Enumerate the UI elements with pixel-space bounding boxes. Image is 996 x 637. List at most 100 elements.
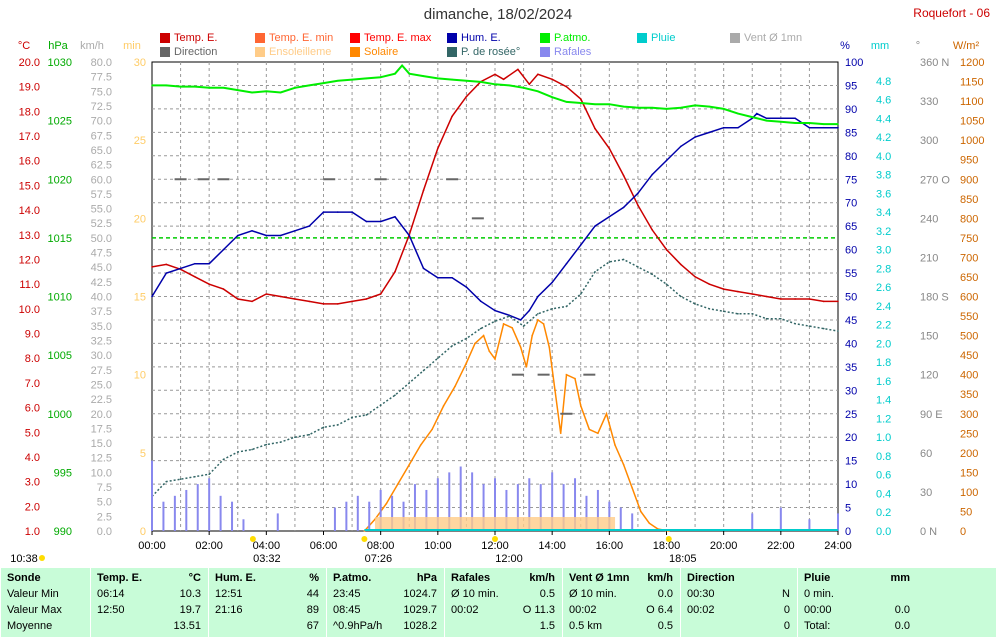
series-point [351,300,353,303]
axis-tick-inner_left: 20 [134,213,146,225]
axis-tick-pressure: 990 [54,526,72,538]
chart-svg: 20.0 19.0 18.0 17.0 16.0 15.0 14.0 13.0 12.0 11.0… [10,40,984,565]
stats-cell-value: 0.0 [657,588,673,600]
series-point [525,366,528,368]
axis-tick-hum: 80 [845,151,857,163]
x-tick-label: 24:00 [824,540,852,552]
axis-tick-solar: 300 [960,409,978,421]
axis-tick-wind: 42.5 [91,277,112,289]
legend-item: Direction [160,46,217,58]
series-point [551,78,553,81]
stats-cell-value: 0 [783,620,790,632]
series-point [394,72,396,75]
series-point [394,215,396,218]
series-point [537,295,539,298]
sun-event-label: 18:05 [669,553,697,565]
series-point [265,90,268,93]
legend-swatch [160,47,170,57]
series-point [351,416,353,419]
series-point [574,377,576,380]
series-point [265,443,268,446]
series-point [722,108,725,110]
stats-cell-label: 00:30 [687,588,715,600]
series-point [537,312,539,315]
legend-item: P.atmo. [540,32,591,44]
series-point [708,283,711,285]
axis-tick-solar: 950 [960,155,978,167]
sun-event-label: 12:00 [495,553,523,565]
series-point [651,229,654,231]
series-point [694,275,696,278]
axis-tick-solar: 150 [960,467,978,479]
axis-tick-wind: 40.0 [91,292,112,304]
series-point [494,320,496,322]
axis-tick-solar: 550 [960,311,978,323]
axis-tick-temp: 1.0 [25,526,40,538]
stats-row: 00:02 O 6.4 [563,602,681,619]
axis-tick-rain: 4.6 [876,95,891,107]
sun-event-label: 07:26 [365,553,393,565]
series-point [442,405,445,407]
axis-tick-solar: 1200 [960,57,984,69]
axis-tick-hum: 50 [845,292,857,304]
stats-cell-label: Sonde [7,572,41,584]
series-point [465,79,468,82]
series-point [608,103,611,106]
legend-swatch [350,47,360,57]
series-point [465,337,468,340]
axis-tick-wind: 52.5 [91,218,112,230]
series-point [422,369,425,372]
stats-cell-label: Moyenne [7,620,53,632]
axis-tick-rain: 0.8 [876,451,891,463]
axis-tick-wind: 10.0 [91,467,112,479]
axis-tick-dir: 270 O [920,174,950,186]
series-point [522,86,525,89]
axis-tick-hum: 30 [845,385,857,397]
series-point [419,444,422,446]
series-point [308,84,311,87]
series-point [579,405,582,407]
series-point [794,122,796,124]
stats-cell-value: 89 [306,604,319,616]
axis-tick-hum: 85 [845,127,857,139]
stats-cell-value: 1028.2 [403,620,437,632]
series-point [408,463,411,466]
series-point [194,475,196,478]
series-point [622,206,625,209]
series-point [822,126,825,129]
legend: Temp. E. Temp. E. min Temp. E. max Hum. E. P… [0,32,996,60]
stats-cell-value: O 11.3 [522,604,555,616]
series-point [488,350,491,353]
series-point [336,211,339,213]
series-point [294,436,296,439]
stats-cell-label: 23:45 [333,588,361,600]
legend-item: Solaire [350,46,398,58]
series-point [236,89,239,91]
series-point [437,77,439,80]
stats-row: 21:16 89 [209,602,327,619]
stats-cell-value: 1.5 [539,620,555,632]
stats-column: Vent Ø 1mn km/h Ø 10 min. 0.0 00:02 O 6.4 0.5 … [562,568,681,637]
x-tick-label: 12:00 [481,540,509,552]
stats-cell-value: 1024.7 [403,588,437,600]
axis-tick-wind: 22.5 [91,394,112,406]
sun-event-marker [492,536,498,542]
legend-item: Rafales [540,46,591,58]
axis-tick-rain: 0.2 [876,507,891,519]
stats-row: Valeur Max [1,602,91,619]
axis-tick-temp: 13.0 [19,230,40,242]
x-tick-label: 08:00 [367,540,395,552]
stats-row: Ø 10 min. 0.5 [445,586,563,603]
series-point [394,271,396,273]
series-point [422,75,425,77]
axis-tick-rain: 3.2 [876,226,891,238]
series-point [679,263,682,266]
series-point [279,91,282,94]
series-point [465,362,468,364]
series-point [408,234,411,237]
stats-row: 0 [681,618,798,635]
series-point [542,323,545,325]
stats-header-row: Direction [681,570,798,587]
series-point [528,309,531,312]
stats-row: 12:51 44 [209,586,327,603]
